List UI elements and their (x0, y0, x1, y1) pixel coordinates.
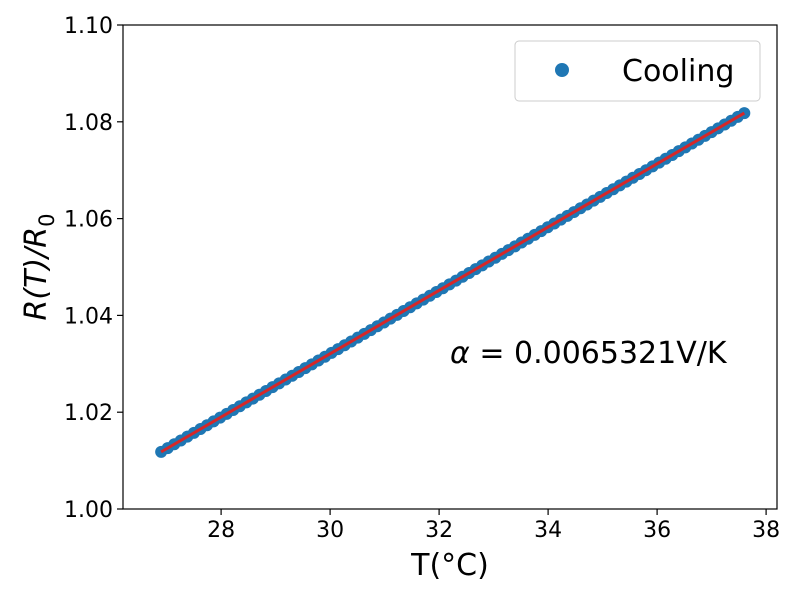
svg-text:R(T)/R0: R(T)/R0 (19, 214, 59, 321)
y-tick-label: 1.06 (64, 208, 113, 233)
y-tick-label: 1.00 (64, 498, 113, 523)
y-axis-label-subscript: 0 (35, 214, 59, 227)
y-tick-label: 1.10 (64, 14, 113, 39)
y-axis-label: R(T)/R0 (19, 214, 59, 321)
plot-layer (155, 107, 751, 458)
y-tick-label: 1.02 (64, 401, 113, 426)
alpha-symbol: α (450, 336, 470, 371)
legend-label-cooling: Cooling (622, 54, 734, 89)
y-axis-label-main: R(T)/R (19, 227, 54, 321)
x-tick-label: 28 (207, 518, 235, 543)
y-tick-label: 1.04 (64, 304, 113, 329)
y-axis-ticks: 1.00 1.02 1.04 1.06 1.08 1.10 (64, 14, 123, 523)
legend-box (514, 40, 761, 102)
y-tick-label: 1.08 (64, 111, 113, 136)
x-tick-label: 38 (752, 518, 780, 543)
x-axis-label: T(°C) (410, 548, 489, 583)
fit-line (160, 111, 746, 454)
alpha-annotation: α = 0.0065321V/K (450, 336, 728, 371)
x-tick-label: 36 (643, 518, 671, 543)
x-tick-label: 34 (534, 518, 562, 543)
x-tick-label: 32 (425, 518, 453, 543)
x-tick-label: 30 (316, 518, 344, 543)
x-axis-ticks: 28 30 32 34 36 38 (207, 509, 780, 543)
plot-frame (122, 24, 778, 510)
alpha-value: = 0.0065321V/K (470, 336, 728, 371)
legend-marker-cooling (555, 63, 569, 77)
legend: Cooling (514, 40, 761, 102)
